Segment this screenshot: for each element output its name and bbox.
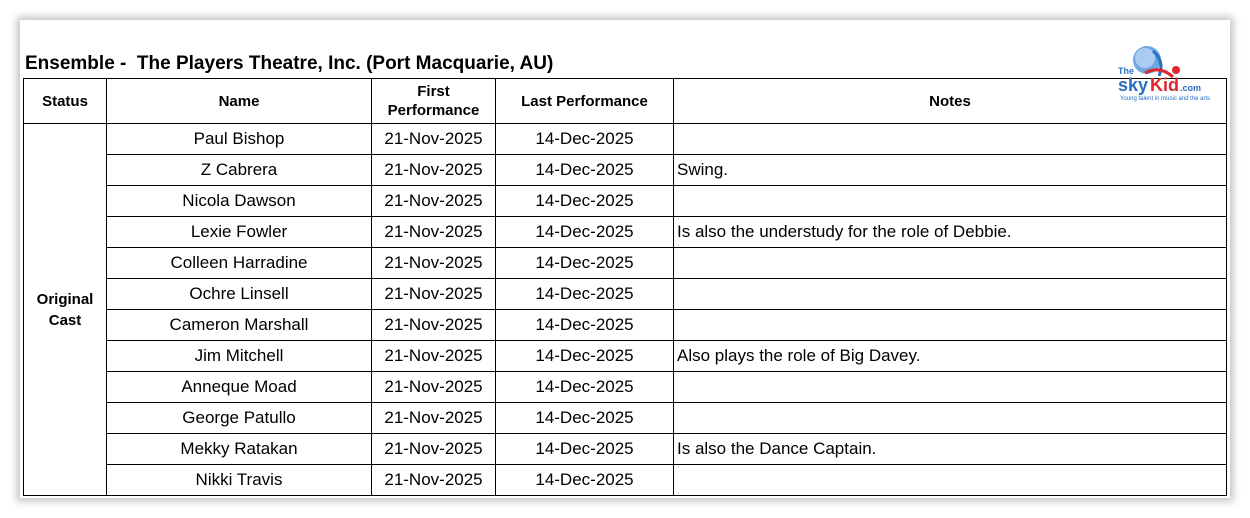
- notes-cell: Also plays the role of Big Davey.: [673, 340, 1227, 372]
- name-cell: Cameron Marshall: [106, 309, 372, 341]
- header-name: Name: [106, 78, 372, 124]
- last-performance-cell: 14-Dec-2025: [495, 247, 674, 279]
- first-performance-cell: 21-Nov-2025: [371, 309, 496, 341]
- table-row: Cameron Marshall 21-Nov-2025 14-Dec-2025: [24, 309, 1227, 341]
- table-row: Jim Mitchell 21-Nov-2025 14-Dec-2025 Also p…: [24, 340, 1227, 372]
- logo-graphic-icon: [1133, 46, 1180, 79]
- notes-cell: [673, 402, 1227, 434]
- first-performance-cell: 21-Nov-2025: [371, 340, 496, 372]
- table-row: Mekky Ratakan 21-Nov-2025 14-Dec-2025 Is al…: [24, 433, 1227, 465]
- table-row: Colleen Harradine 21-Nov-2025 14-Dec-2025: [24, 247, 1227, 279]
- logo-sky: sky: [1118, 75, 1149, 95]
- status-cell: Original Cast: [23, 123, 107, 496]
- header-status: Status: [23, 78, 107, 124]
- first-performance-cell: 21-Nov-2025: [371, 371, 496, 403]
- name-cell: Colleen Harradine: [106, 247, 372, 279]
- name-cell: Nikki Travis: [106, 464, 372, 496]
- last-performance-cell: 14-Dec-2025: [495, 185, 674, 217]
- logo-com: .com: [1180, 83, 1202, 93]
- page-title: Ensemble - The Players Theatre, Inc. (Po…: [25, 53, 554, 74]
- first-performance-cell: 21-Nov-2025: [371, 123, 496, 155]
- logo-kid: Kid: [1150, 75, 1180, 95]
- first-performance-cell: 21-Nov-2025: [371, 216, 496, 248]
- header-last-performance: Last Performance: [495, 78, 674, 124]
- first-performance-cell: 21-Nov-2025: [371, 185, 496, 217]
- name-cell: Mekky Ratakan: [106, 433, 372, 465]
- notes-cell: [673, 123, 1227, 155]
- name-cell: George Patullo: [106, 402, 372, 434]
- first-performance-cell: 21-Nov-2025: [371, 278, 496, 310]
- last-performance-cell: 14-Dec-2025: [495, 154, 674, 186]
- first-performance-cell: 21-Nov-2025: [371, 433, 496, 465]
- notes-cell: Is also the understudy for the role of D…: [673, 216, 1227, 248]
- logo-wordmark: sky Kid .com: [1118, 76, 1201, 98]
- last-performance-cell: 14-Dec-2025: [495, 464, 674, 496]
- last-performance-cell: 14-Dec-2025: [495, 402, 674, 434]
- table-row: Ochre Linsell 21-Nov-2025 14-Dec-2025: [24, 278, 1227, 310]
- last-performance-cell: 14-Dec-2025: [495, 309, 674, 341]
- table-row: George Patullo 21-Nov-2025 14-Dec-2025: [24, 402, 1227, 434]
- name-cell: Nicola Dawson: [106, 185, 372, 217]
- table-header-row: Status Name First Performance Last Perfo…: [23, 78, 1227, 124]
- notes-cell: Is also the Dance Captain.: [673, 433, 1227, 465]
- name-cell: Jim Mitchell: [106, 340, 372, 372]
- notes-cell: [673, 278, 1227, 310]
- first-performance-cell: 21-Nov-2025: [371, 247, 496, 279]
- table-row: Lexie Fowler 21-Nov-2025 14-Dec-2025 Is als…: [24, 216, 1227, 248]
- table-row: Nicola Dawson 21-Nov-2025 14-Dec-2025: [24, 185, 1227, 217]
- first-performance-cell: 21-Nov-2025: [371, 154, 496, 186]
- notes-cell: [673, 464, 1227, 496]
- first-performance-cell: 21-Nov-2025: [371, 402, 496, 434]
- name-cell: Ochre Linsell: [106, 278, 372, 310]
- last-performance-cell: 14-Dec-2025: [495, 278, 674, 310]
- table-row: Anneque Moad 21-Nov-2025 14-Dec-2025: [24, 371, 1227, 403]
- notes-cell: [673, 309, 1227, 341]
- last-performance-cell: 14-Dec-2025: [495, 216, 674, 248]
- name-cell: Paul Bishop: [106, 123, 372, 155]
- notes-cell: [673, 185, 1227, 217]
- notes-cell: Swing.: [673, 154, 1227, 186]
- table-row: Nikki Travis 21-Nov-2025 14-Dec-2025: [24, 464, 1227, 496]
- last-performance-cell: 14-Dec-2025: [495, 371, 674, 403]
- name-cell: Lexie Fowler: [106, 216, 372, 248]
- header-notes: Notes: [673, 78, 1227, 124]
- last-performance-cell: 14-Dec-2025: [495, 433, 674, 465]
- name-cell: Z Cabrera: [106, 154, 372, 186]
- logo-tagline: Young talent in music and the arts: [1120, 96, 1211, 102]
- table-row: Z Cabrera 21-Nov-2025 14-Dec-2025 Swing.: [24, 154, 1227, 186]
- skykid-logo: The sky Kid .com Young talent in music a…: [1115, 45, 1225, 107]
- notes-cell: [673, 247, 1227, 279]
- name-cell: Anneque Moad: [106, 371, 372, 403]
- last-performance-cell: 14-Dec-2025: [495, 340, 674, 372]
- last-performance-cell: 14-Dec-2025: [495, 123, 674, 155]
- header-first-performance: First Performance: [371, 78, 496, 124]
- table-row: Original Cast Paul Bishop 21-Nov-2025 14-De…: [23, 123, 1227, 496]
- first-performance-cell: 21-Nov-2025: [371, 464, 496, 496]
- logo-the: The: [1118, 66, 1135, 76]
- ensemble-table: Status Name First Performance Last Perfo…: [23, 78, 1227, 496]
- notes-cell: [673, 371, 1227, 403]
